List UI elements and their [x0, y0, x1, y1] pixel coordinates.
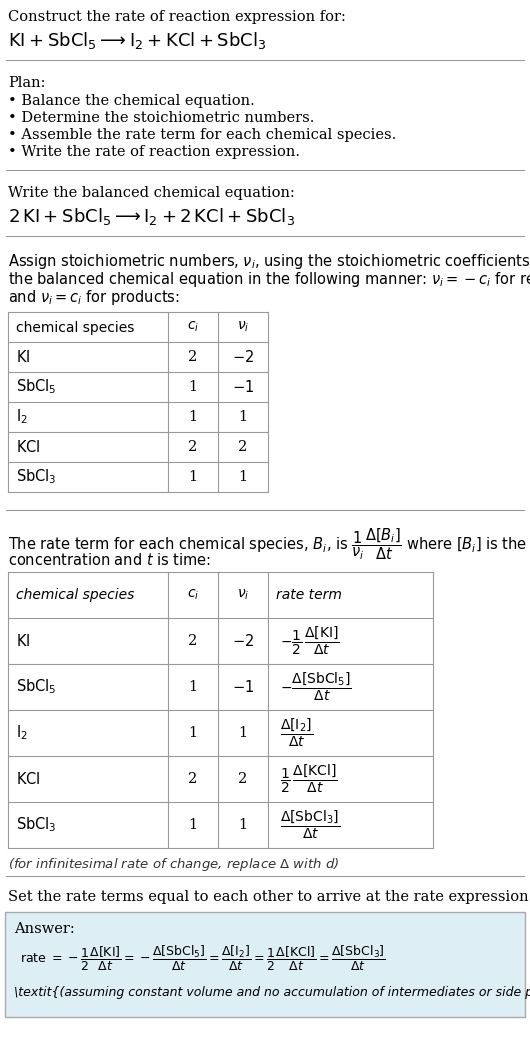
Text: 2: 2: [188, 440, 198, 454]
Text: • Balance the chemical equation.: • Balance the chemical equation.: [8, 94, 255, 108]
Text: $\mathrm{KI}$: $\mathrm{KI}$: [16, 349, 30, 365]
Text: 1: 1: [189, 470, 198, 483]
Text: $\mathrm{2\,KI + SbCl_5 \longrightarrow I_2 + 2\,KCl + SbCl_3}$: $\mathrm{2\,KI + SbCl_5 \longrightarrow …: [8, 206, 295, 227]
Text: $\mathrm{KCl}$: $\mathrm{KCl}$: [16, 439, 41, 455]
Text: 1: 1: [238, 470, 248, 483]
Text: and $\nu_i = c_i$ for products:: and $\nu_i = c_i$ for products:: [8, 288, 180, 307]
Text: (for infinitesimal rate of change, replace $\Delta$ with $d$): (for infinitesimal rate of change, repla…: [8, 855, 340, 873]
Text: 1: 1: [189, 726, 198, 740]
Text: $c_i$: $c_i$: [187, 588, 199, 602]
Text: chemical species: chemical species: [16, 321, 135, 334]
Text: The rate term for each chemical species, $B_i$, is $\dfrac{1}{\nu_i}\dfrac{\Delt: The rate term for each chemical species,…: [8, 526, 530, 562]
Text: $\mathrm{SbCl_3}$: $\mathrm{SbCl_3}$: [16, 468, 57, 487]
Text: 2: 2: [188, 772, 198, 786]
Text: 2: 2: [188, 350, 198, 364]
Text: $\mathrm{KI}$: $\mathrm{KI}$: [16, 632, 30, 649]
Text: $\dfrac{\Delta[\mathrm{I_2}]}{\Delta t}$: $\dfrac{\Delta[\mathrm{I_2}]}{\Delta t}$: [280, 717, 313, 749]
Text: $\mathrm{SbCl_3}$: $\mathrm{SbCl_3}$: [16, 816, 57, 835]
Bar: [8, 572, 433, 848]
Text: 1: 1: [238, 818, 248, 832]
Text: • Determine the stoichiometric numbers.: • Determine the stoichiometric numbers.: [8, 111, 314, 125]
Text: $-1$: $-1$: [232, 379, 254, 395]
Text: $\mathrm{SbCl_5}$: $\mathrm{SbCl_5}$: [16, 377, 57, 396]
Text: $\dfrac{1}{2}\,\dfrac{\Delta[\mathrm{KCl}]}{\Delta t}$: $\dfrac{1}{2}\,\dfrac{\Delta[\mathrm{KCl…: [280, 763, 338, 795]
Text: $\mathrm{I_2}$: $\mathrm{I_2}$: [16, 407, 28, 426]
Text: $-2$: $-2$: [232, 349, 254, 365]
Text: the balanced chemical equation in the following manner: $\nu_i = -c_i$ for react: the balanced chemical equation in the fo…: [8, 270, 530, 289]
Text: rate term: rate term: [276, 588, 342, 602]
Text: $-2$: $-2$: [232, 632, 254, 649]
Text: 1: 1: [189, 380, 198, 394]
Text: Set the rate terms equal to each other to arrive at the rate expression:: Set the rate terms equal to each other t…: [8, 890, 530, 904]
Text: 2: 2: [238, 772, 248, 786]
Text: $\mathrm{KCl}$: $\mathrm{KCl}$: [16, 771, 41, 787]
Text: 1: 1: [238, 726, 248, 740]
Text: 1: 1: [189, 818, 198, 832]
Text: 2: 2: [238, 440, 248, 454]
Text: $\dfrac{\Delta[\mathrm{SbCl_3}]}{\Delta t}$: $\dfrac{\Delta[\mathrm{SbCl_3}]}{\Delta …: [280, 809, 340, 841]
Text: • Assemble the rate term for each chemical species.: • Assemble the rate term for each chemic…: [8, 128, 396, 142]
Text: Plan:: Plan:: [8, 76, 46, 90]
Text: rate $= -\dfrac{1}{2}\dfrac{\Delta[\mathrm{KI}]}{\Delta t} = -\dfrac{\Delta[\mat: rate $= -\dfrac{1}{2}\dfrac{\Delta[\math…: [20, 944, 386, 973]
Text: $-\dfrac{\Delta[\mathrm{SbCl_5}]}{\Delta t}$: $-\dfrac{\Delta[\mathrm{SbCl_5}]}{\Delta…: [280, 671, 352, 703]
Text: 1: 1: [238, 410, 248, 424]
Text: concentration and $t$ is time:: concentration and $t$ is time:: [8, 552, 211, 568]
Text: $\nu_i$: $\nu_i$: [237, 588, 249, 602]
Text: $c_i$: $c_i$: [187, 320, 199, 334]
Text: chemical species: chemical species: [16, 588, 135, 602]
Text: 1: 1: [189, 680, 198, 694]
Text: Answer:: Answer:: [14, 922, 75, 936]
Text: $\mathrm{I_2}$: $\mathrm{I_2}$: [16, 723, 28, 742]
Bar: [5, 912, 525, 1017]
Text: \textit{(assuming constant volume and no accumulation of intermediates or side p: \textit{(assuming constant volume and no…: [14, 986, 530, 999]
Text: 1: 1: [189, 410, 198, 424]
Text: Construct the rate of reaction expression for:: Construct the rate of reaction expressio…: [8, 10, 346, 24]
Text: $-\dfrac{1}{2}\,\dfrac{\Delta[\mathrm{KI}]}{\Delta t}$: $-\dfrac{1}{2}\,\dfrac{\Delta[\mathrm{KI…: [280, 625, 340, 658]
Text: • Write the rate of reaction expression.: • Write the rate of reaction expression.: [8, 145, 300, 159]
Text: $\mathrm{KI + SbCl_5 \longrightarrow I_2 + KCl + SbCl_3}$: $\mathrm{KI + SbCl_5 \longrightarrow I_2…: [8, 30, 266, 51]
Bar: [8, 312, 268, 492]
Text: $-1$: $-1$: [232, 679, 254, 695]
Text: Write the balanced chemical equation:: Write the balanced chemical equation:: [8, 187, 295, 200]
Text: 2: 2: [188, 634, 198, 648]
Text: $\mathrm{SbCl_5}$: $\mathrm{SbCl_5}$: [16, 677, 57, 696]
Text: $\nu_i$: $\nu_i$: [237, 320, 249, 334]
Text: Assign stoichiometric numbers, $\nu_i$, using the stoichiometric coefficients, $: Assign stoichiometric numbers, $\nu_i$, …: [8, 252, 530, 271]
